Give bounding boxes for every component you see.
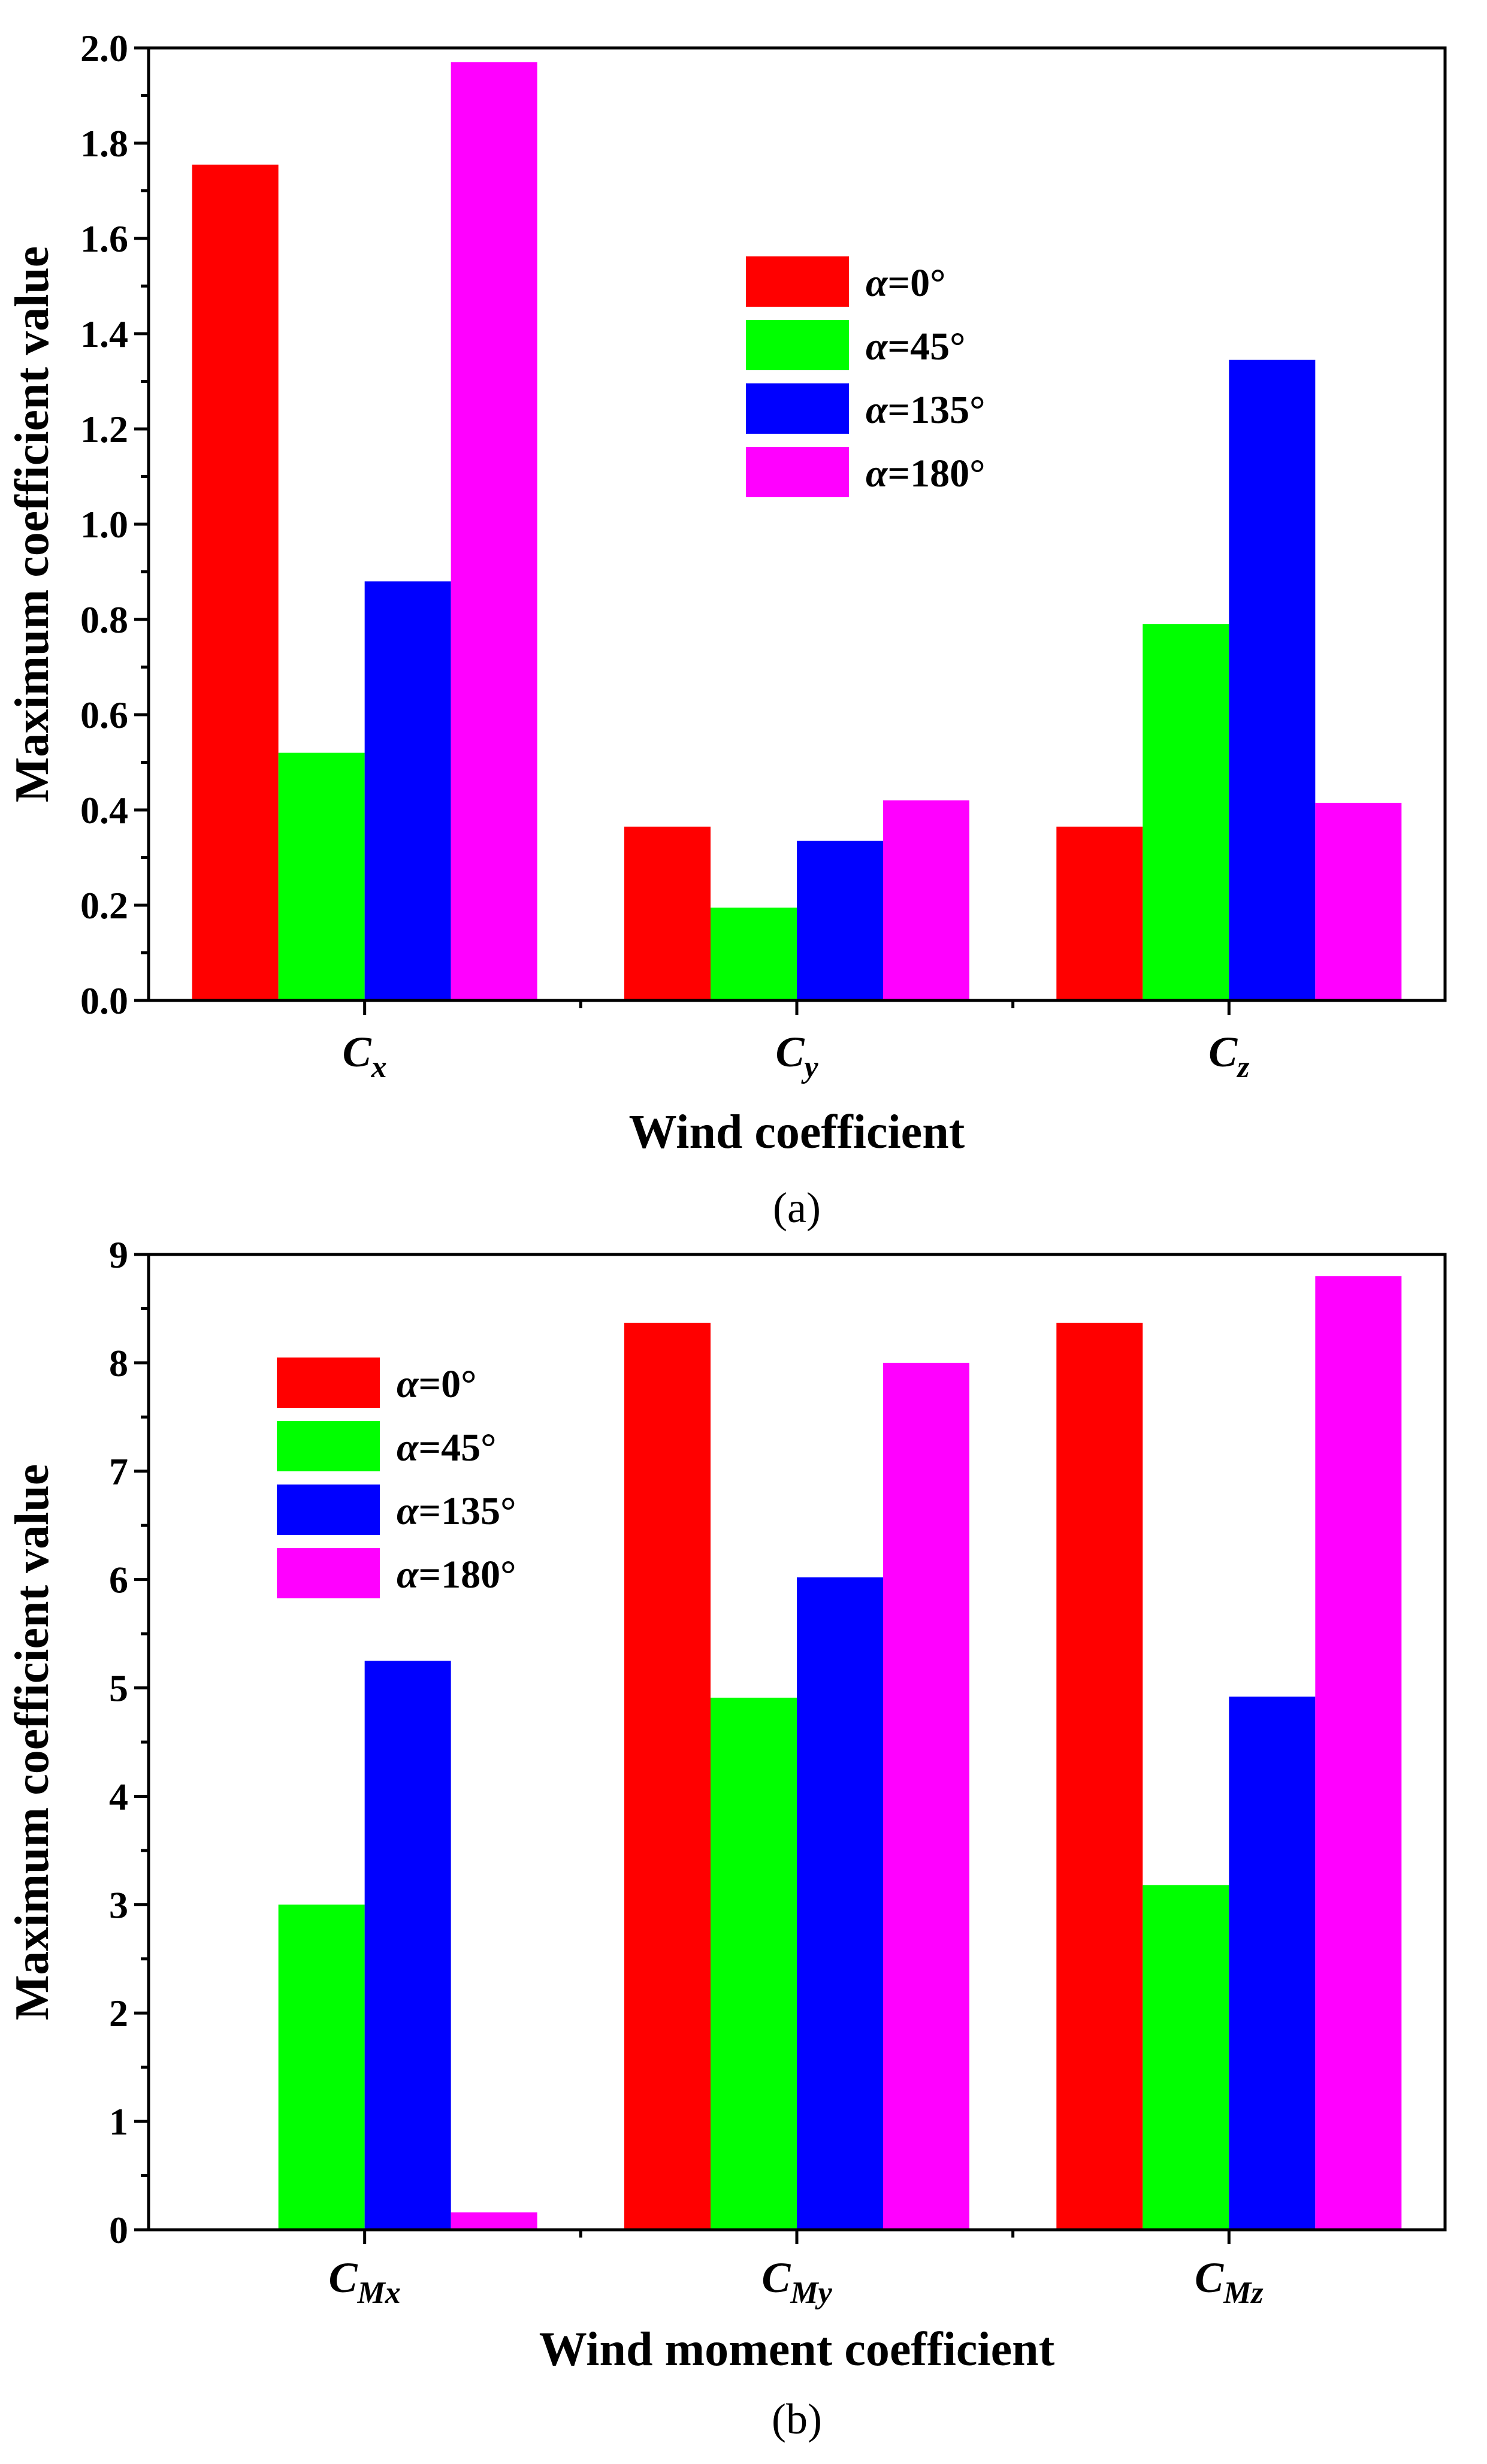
legend-label: α=135° bbox=[397, 1489, 516, 1533]
y-axis-title: Maximum coefficient value bbox=[6, 1464, 59, 2021]
bar bbox=[278, 1904, 365, 2230]
y-tick-label: 1.6 bbox=[80, 217, 128, 260]
y-tick-label: 6 bbox=[109, 1559, 128, 1601]
legend-swatch bbox=[746, 447, 849, 497]
y-tick-label: 0.0 bbox=[80, 979, 128, 1022]
y-tick-label: 2 bbox=[109, 1992, 128, 2034]
bar bbox=[1229, 1697, 1316, 2230]
bar bbox=[624, 826, 711, 1000]
legend-swatch bbox=[746, 383, 849, 434]
bar bbox=[1315, 1276, 1402, 2230]
legend-label: α=0° bbox=[397, 1362, 477, 1406]
x-category-label: Cy bbox=[775, 1028, 818, 1084]
legend-label: α=180° bbox=[866, 452, 986, 495]
legend-label: α=45° bbox=[397, 1426, 497, 1470]
y-tick-label: 0.2 bbox=[80, 884, 128, 927]
y-tick-label: 1.0 bbox=[80, 503, 128, 546]
legend-label: α=135° bbox=[866, 388, 986, 432]
x-category-label: Cz bbox=[1208, 1028, 1250, 1084]
legend-swatch bbox=[746, 256, 849, 307]
y-tick-label: 0.6 bbox=[80, 694, 128, 736]
y-tick-label: 0.4 bbox=[80, 789, 128, 832]
bar bbox=[1315, 803, 1402, 1000]
y-tick-label: 4 bbox=[109, 1775, 128, 1818]
bar bbox=[1056, 1322, 1143, 2230]
bar bbox=[1143, 1885, 1229, 2230]
bar bbox=[711, 907, 797, 1000]
y-axis-title: Maximum coefficient value bbox=[6, 246, 59, 803]
bar bbox=[1056, 826, 1143, 1000]
chart-panel-b: 0 1 2 3 4 5 6 7 8 9 CMx CMy CMz Wind moment coefficie… bbox=[6, 1233, 1447, 2443]
bar bbox=[883, 1362, 969, 2230]
panel-label: (b) bbox=[772, 2395, 822, 2443]
bar bbox=[451, 62, 537, 1001]
legend-swatch bbox=[277, 1485, 380, 1535]
x-category-label: CMy bbox=[761, 2254, 832, 2310]
legend-label: α=45° bbox=[866, 325, 966, 368]
y-tick-label: 1.4 bbox=[80, 313, 128, 355]
x-category-label: CMx bbox=[329, 2254, 401, 2310]
y-tick-label: 5 bbox=[109, 1667, 128, 1710]
x-axis-title: Wind coefficient bbox=[629, 1106, 965, 1159]
panel-label: (a) bbox=[773, 1184, 821, 1232]
legend-swatch bbox=[746, 320, 849, 370]
bar bbox=[364, 1661, 451, 2230]
bar bbox=[1229, 359, 1316, 1000]
legend-swatch bbox=[277, 1421, 380, 1471]
bar bbox=[451, 2212, 537, 2230]
bar bbox=[711, 1697, 797, 2230]
legend: α=0° α=45° α=135° α=180° bbox=[746, 256, 986, 497]
x-axis-title: Wind moment coefficient bbox=[539, 2323, 1055, 2376]
legend-label: α=0° bbox=[866, 261, 946, 305]
bar bbox=[192, 164, 279, 1000]
legend: α=0° α=45° α=135° α=180° bbox=[277, 1358, 516, 1598]
legend-swatch bbox=[277, 1548, 380, 1598]
y-tick-label: 0.8 bbox=[80, 598, 128, 641]
y-tick-label: 3 bbox=[109, 1883, 128, 1926]
y-tick-label: 1.2 bbox=[80, 408, 128, 451]
legend-swatch bbox=[277, 1358, 380, 1408]
y-tick-label: 7 bbox=[109, 1450, 128, 1493]
y-tick-label: 1.8 bbox=[80, 122, 128, 165]
y-tick-label: 9 bbox=[109, 1233, 128, 1276]
bar bbox=[797, 1577, 883, 2230]
bar bbox=[364, 581, 451, 1000]
x-category-label: Cx bbox=[343, 1028, 387, 1084]
bar bbox=[624, 1322, 711, 2230]
bar bbox=[278, 752, 365, 1000]
legend-label: α=180° bbox=[397, 1553, 516, 1597]
chart-panel-a: 0.0 0.2 0.4 0.6 0.8 1.0 1.2 1.4 1.6 1.8 2.0 Cx Cy Cz W… bbox=[6, 27, 1447, 1232]
bar bbox=[1143, 624, 1229, 1000]
bar bbox=[797, 841, 883, 1000]
y-tick-label: 2.0 bbox=[80, 27, 128, 69]
y-tick-label: 1 bbox=[109, 2100, 128, 2143]
y-tick-label: 8 bbox=[109, 1342, 128, 1384]
bar bbox=[883, 800, 969, 1000]
y-tick-label: 0 bbox=[109, 2209, 128, 2251]
x-category-label: CMz bbox=[1195, 2254, 1264, 2310]
